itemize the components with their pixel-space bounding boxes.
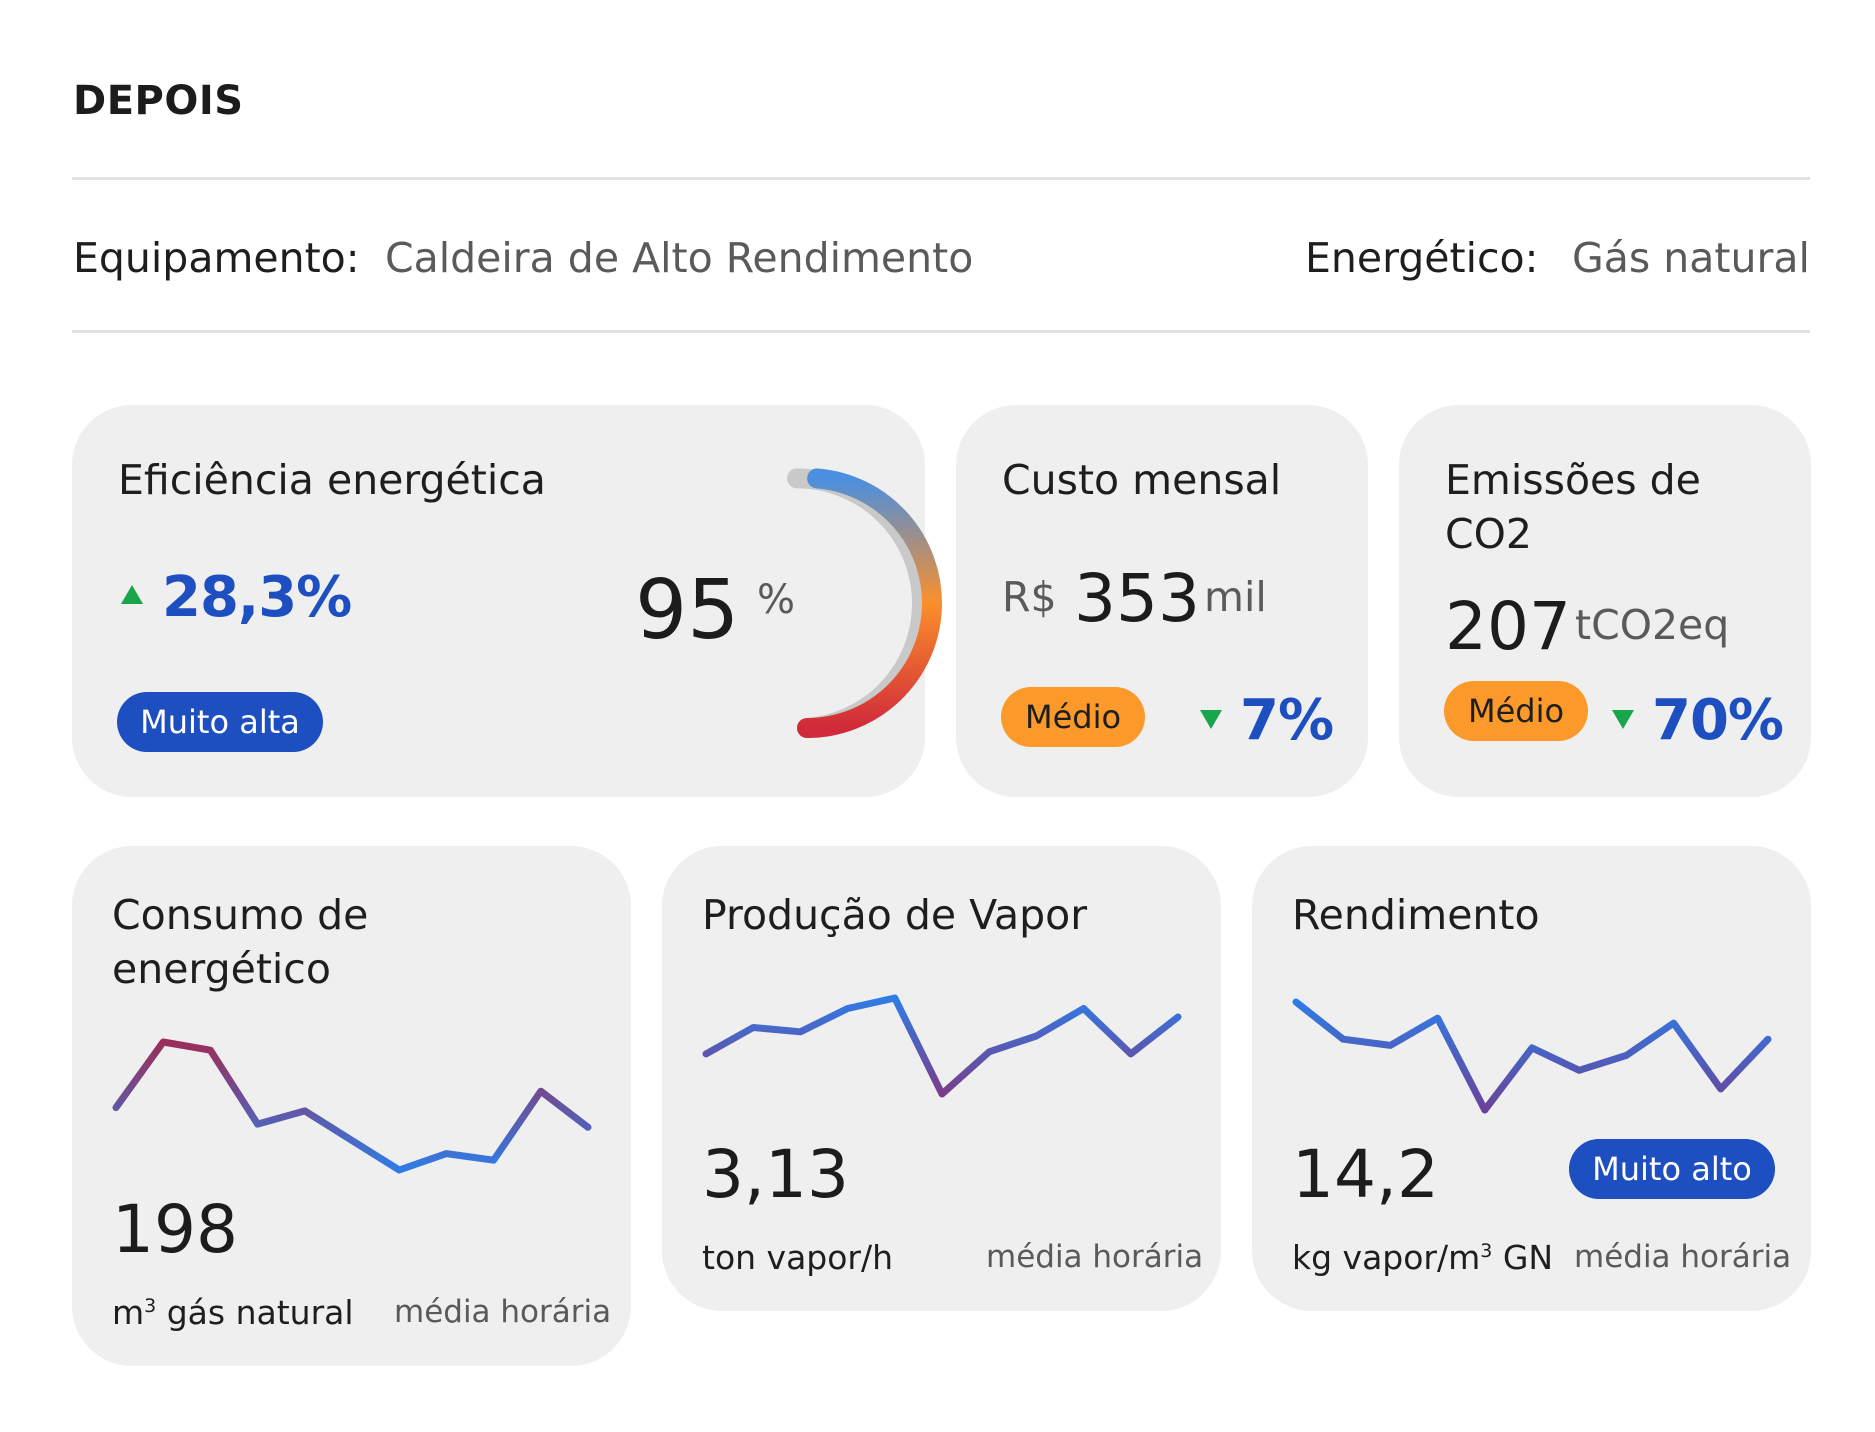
efficiency-title: Eficiência energética [118,456,546,504]
emissions-title-line2: CO2 [1445,510,1532,558]
divider-bottom [72,330,1810,333]
efficiency-card: Eficiência energética 28,3% Muito alta 9… [72,405,942,797]
steam-caption: média horária [986,1239,1204,1275]
yield-trend-line [1292,998,1772,1114]
efficiency-value: 95 [635,563,740,658]
yield-badge: Muito alto [1569,1139,1775,1199]
consumption-trend-chart [112,1038,592,1174]
page-title: DEPOIS [73,78,244,124]
consumption-title-line1: Consumo de [112,891,369,939]
emissions-unit: tCO2eq [1575,601,1730,649]
down-arrow-icon [1200,710,1222,729]
steam-trend-line [702,994,1182,1098]
steam-card: Produção de Vapor 3,13 ton vapor/h média… [662,846,1221,1311]
consumption-unit: m3 gás natural [112,1293,354,1332]
cost-change: 7% [1240,688,1334,753]
efficiency-unit: % [757,577,796,623]
consumption-card: Consumo de energético 198 m3 gás natural… [72,846,631,1366]
efficiency-gauge [787,468,942,738]
steam-unit: ton vapor/h [702,1238,894,1277]
consumption-value: 198 [112,1191,238,1268]
emissions-card: Emissões de CO2 207 tCO2eq Médio 70% [1399,405,1811,797]
emissions-value: 207 [1445,588,1571,665]
cost-value: 353 [1074,560,1200,637]
cost-card: Custo mensal R$ 353 mil Médio 7% [956,405,1368,797]
yield-value: 14,2 [1292,1136,1439,1213]
yield-title: Rendimento [1292,891,1540,939]
cost-currency: R$ [1002,573,1057,621]
yield-trend-chart [1292,998,1772,1114]
efficiency-change: 28,3% [162,565,352,630]
up-arrow-icon [121,585,143,604]
equipment-label: Equipamento: [73,234,360,282]
consumption-caption: média horária [394,1294,612,1330]
yield-caption: média horária [1574,1239,1792,1275]
equipment-value: Caldeira de Alto Rendimento [385,234,974,282]
consumption-title-line2: energético [112,945,331,993]
cost-unit: mil [1204,573,1267,621]
cost-badge: Médio [1001,687,1145,747]
yield-unit: kg vapor/m3 GN [1292,1238,1554,1277]
steam-trend-chart [702,994,1182,1098]
steam-value: 3,13 [702,1136,849,1213]
steam-title: Produção de Vapor [702,891,1088,939]
efficiency-badge: Muito alta [117,692,323,752]
gauge-arc [797,468,942,738]
divider-top [72,177,1810,180]
energy-value: Gás natural [1572,234,1810,282]
consumption-trend-line [112,1038,592,1174]
energy-label: Energético: [1305,234,1539,282]
cost-title: Custo mensal [1002,456,1282,504]
yield-card: Rendimento 14,2 Muito alto kg vapor/m3 G… [1252,846,1811,1311]
emissions-change: 70% [1652,688,1784,753]
down-arrow-icon [1612,710,1634,729]
emissions-badge: Médio [1444,681,1588,741]
emissions-title-line1: Emissões de [1445,456,1701,504]
